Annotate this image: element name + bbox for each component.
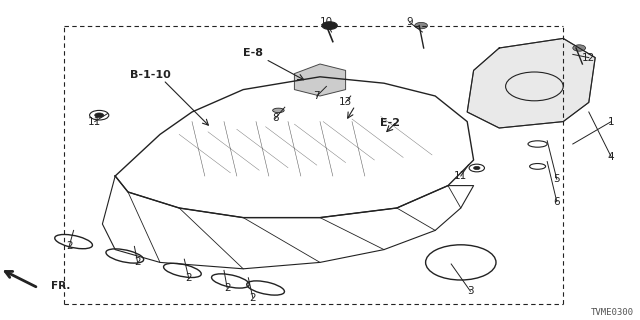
Text: 8: 8 — [272, 113, 278, 124]
Text: 4: 4 — [608, 152, 614, 162]
Text: 2: 2 — [250, 292, 256, 303]
Text: 5: 5 — [554, 174, 560, 184]
Text: FR.: FR. — [51, 281, 70, 292]
Text: 2: 2 — [224, 283, 230, 293]
Text: 10: 10 — [320, 17, 333, 28]
Text: 1: 1 — [608, 116, 614, 127]
Polygon shape — [294, 64, 346, 96]
Circle shape — [573, 45, 586, 51]
Text: TVME0300: TVME0300 — [591, 308, 634, 317]
Text: 2: 2 — [134, 257, 141, 268]
Text: 7: 7 — [314, 91, 320, 101]
Text: 13: 13 — [339, 97, 352, 108]
Circle shape — [95, 113, 104, 117]
Circle shape — [415, 22, 428, 29]
Text: E-2: E-2 — [380, 118, 401, 128]
Text: 2: 2 — [186, 273, 192, 284]
Text: 6: 6 — [554, 196, 560, 207]
Text: E-8: E-8 — [243, 48, 263, 58]
Text: 2: 2 — [66, 241, 72, 252]
Text: 11: 11 — [88, 116, 101, 127]
Circle shape — [474, 166, 480, 170]
Polygon shape — [467, 38, 595, 128]
Ellipse shape — [273, 108, 284, 113]
Text: 12: 12 — [582, 52, 595, 63]
Text: B-1-10: B-1-10 — [130, 70, 171, 80]
Text: 11: 11 — [454, 171, 467, 181]
Text: 9: 9 — [406, 17, 413, 28]
Text: 3: 3 — [467, 286, 474, 296]
Circle shape — [322, 22, 337, 29]
